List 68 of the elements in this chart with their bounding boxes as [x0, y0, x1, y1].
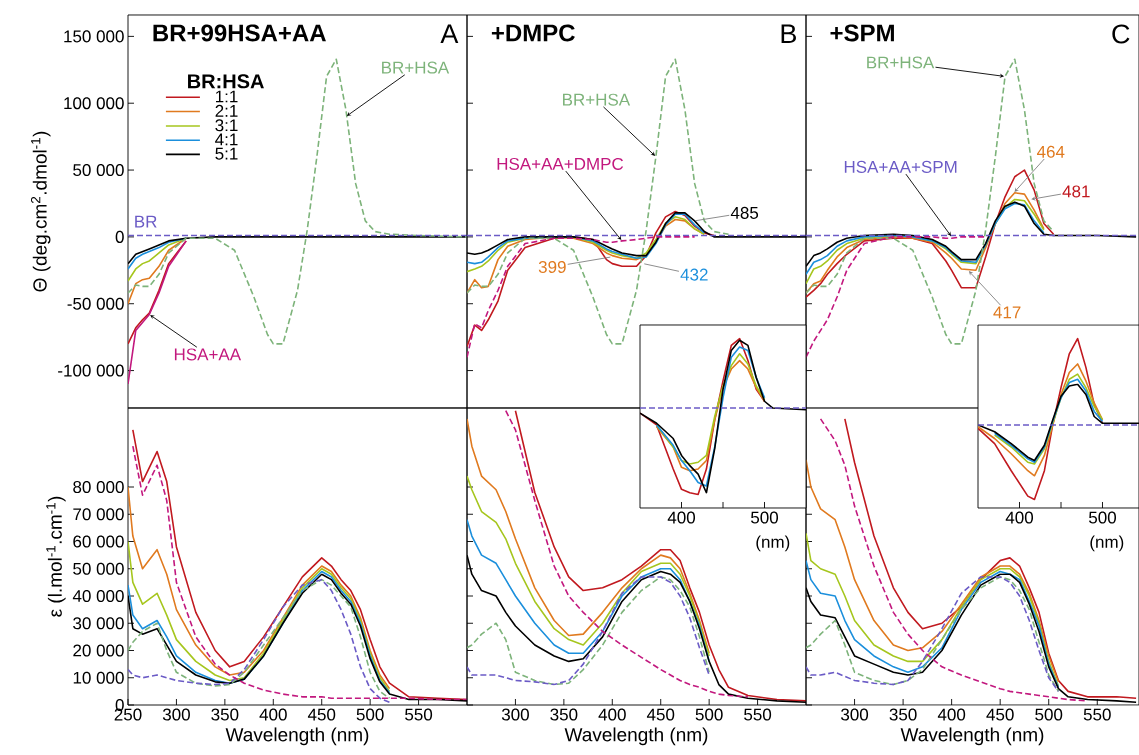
chart-title: BR+99HSA+AA [153, 24, 326, 42]
y-tick-label: 0 [115, 230, 124, 243]
x-tick-label: 500 [695, 708, 723, 721]
annotation: B [781, 24, 796, 43]
chart-title: +DMPC [491, 24, 575, 42]
y-tick-label: 10 000 [73, 671, 124, 684]
y-tick-label: 50 000 [73, 562, 124, 575]
y-tick-label: 20 000 [73, 644, 124, 657]
x-tick-label: 550 [405, 708, 433, 721]
annotation: HSA+AA [174, 348, 242, 361]
x-tick-label: 300 [841, 708, 869, 721]
x-axis-title: Wavelength (nm) [900, 727, 1044, 746]
y-tick-label: 80 000 [73, 481, 124, 494]
y-axis-title: ε (l.mol$^{-1}$.cm$^{-1}$) [46, 496, 66, 617]
annotation: A [440, 24, 459, 43]
x-tick-label: 350 [211, 708, 239, 721]
annotation: 464 [1036, 145, 1065, 158]
annotation: 485 [730, 206, 759, 219]
annotation: BR+HSA [867, 56, 935, 69]
annotation: BR+HSA [563, 93, 631, 106]
x-tick-label: 400 [598, 708, 626, 721]
y-tick-label: 70 000 [73, 508, 124, 521]
annotation: C [1112, 24, 1130, 44]
x-tick-label: 450 [986, 708, 1014, 721]
x-axis-title: Wavelength (nm) [225, 727, 369, 746]
annotation: 399 [538, 260, 566, 273]
x-tick-label: 500 [1088, 511, 1117, 524]
x-tick-label: 450 [307, 708, 336, 721]
x-tick-label: 550 [1083, 708, 1111, 721]
y-tick-label: 150 000 [64, 30, 124, 43]
x-tick-label: 500 [1035, 708, 1063, 721]
legend-title: BR:HSA [188, 74, 264, 89]
legend-label: 4:1 [215, 133, 238, 146]
x-tick-label: 550 [744, 708, 772, 721]
x-axis-title: (nm) [756, 535, 790, 552]
y-tick-label: -100 000 [58, 364, 124, 377]
x-tick-label: 400 [259, 708, 287, 721]
x-tick-label: 300 [162, 708, 190, 721]
x-tick-label: 500 [751, 511, 779, 524]
x-tick-label: 400 [1005, 511, 1034, 524]
y-tick-label: 30 000 [73, 617, 124, 630]
y-tick-label: 100 000 [64, 97, 124, 110]
x-tick-label: 400 [667, 511, 696, 524]
x-tick-label: 300 [501, 708, 529, 721]
annotation: HSA+AA+DMPC [497, 157, 624, 170]
x-tick-label: 350 [550, 708, 578, 721]
annotation: 481 [1062, 185, 1090, 198]
legend-label: 1:1 [216, 90, 238, 103]
x-tick-label: 500 [356, 708, 384, 721]
y-axis-title: Θ (deg.cm$^{2}$.dmol$^{-1}$) [30, 131, 51, 292]
y-tick-label: 40 000 [72, 589, 124, 603]
annotation: BR+HSA [382, 61, 450, 74]
annotation: HSA+AA+SPM [844, 160, 957, 173]
chart-title: +SPM [830, 24, 894, 42]
x-tick-label: 400 [937, 708, 966, 721]
y-tick-label: 50 000 [73, 164, 124, 177]
legend-label: 2:1 [215, 104, 238, 117]
x-axis-title: Wavelength (nm) [564, 727, 708, 746]
legend-label: 3:1 [215, 119, 238, 132]
annotation: 417 [993, 306, 1021, 319]
x-tick-label: 350 [889, 708, 917, 721]
annotation: BR [135, 215, 157, 228]
y-tick-label: 60 000 [73, 535, 124, 548]
y-tick-label: -50 000 [67, 297, 124, 310]
annotation: 432 [680, 268, 708, 281]
x-tick-label: 450 [646, 708, 675, 721]
legend-label: 5:1 [215, 147, 238, 160]
x-axis-title: (nm) [1090, 535, 1124, 552]
